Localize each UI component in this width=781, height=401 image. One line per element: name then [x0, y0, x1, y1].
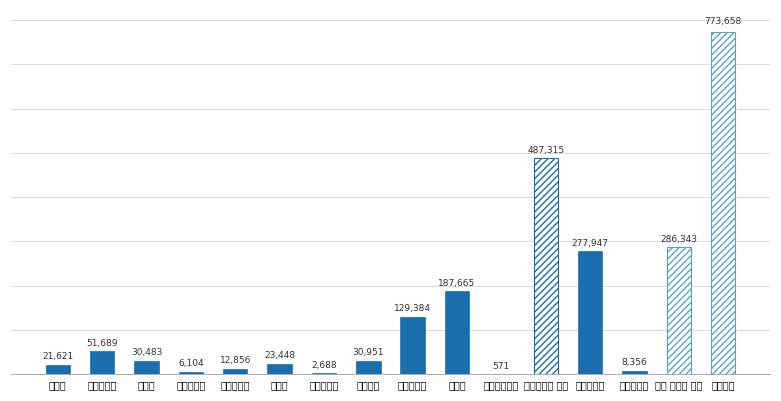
Bar [533, 158, 558, 374]
Text: 21,621: 21,621 [42, 352, 73, 361]
Text: 6,104: 6,104 [178, 359, 204, 368]
Text: 187,665: 187,665 [438, 279, 476, 288]
Text: 773,658: 773,658 [704, 18, 742, 26]
Text: 277,947: 277,947 [572, 239, 608, 248]
Bar [134, 361, 159, 374]
Text: 30,951: 30,951 [352, 348, 384, 357]
Bar [90, 351, 114, 374]
Bar [667, 247, 691, 374]
Bar [622, 371, 647, 374]
Bar [711, 32, 736, 374]
Text: 2,688: 2,688 [311, 360, 337, 370]
Bar [356, 360, 380, 374]
Text: 487,315: 487,315 [527, 146, 565, 155]
Bar [578, 251, 602, 374]
Bar [179, 372, 203, 374]
Text: 129,384: 129,384 [394, 304, 431, 314]
Bar [401, 317, 425, 374]
Bar [445, 291, 469, 374]
Text: 30,483: 30,483 [131, 348, 162, 357]
Text: 571: 571 [493, 362, 510, 371]
Bar [312, 373, 336, 374]
Text: 286,343: 286,343 [661, 235, 697, 244]
Text: 51,689: 51,689 [87, 339, 118, 348]
Text: 8,356: 8,356 [622, 358, 647, 367]
Text: 12,856: 12,856 [219, 356, 251, 365]
Bar [45, 365, 70, 374]
Bar [223, 369, 248, 374]
Bar [267, 364, 292, 374]
Text: 23,448: 23,448 [264, 351, 295, 360]
